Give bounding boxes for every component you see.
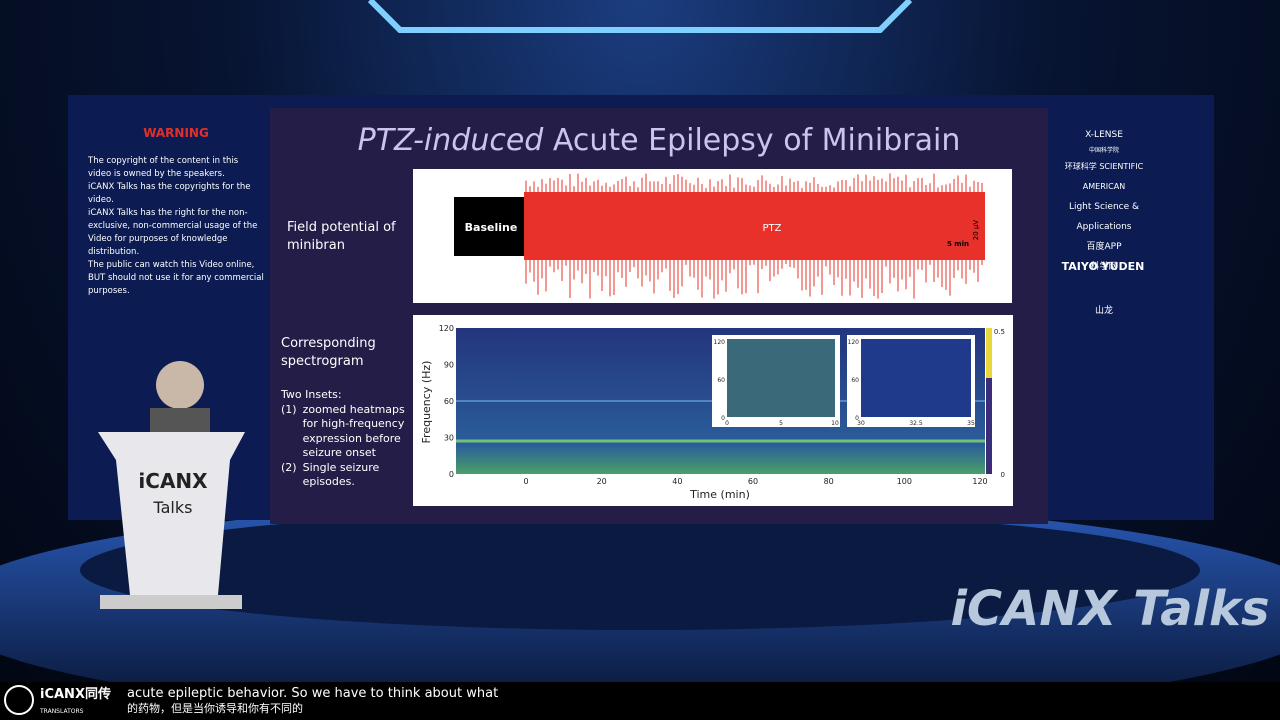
tick-label: 120: [439, 324, 454, 333]
tick-label: 120: [848, 339, 860, 346]
globe-icon: [4, 685, 34, 715]
sponsor: Light Science & Applications: [1068, 202, 1140, 232]
sponsor: 百度APP: [1086, 242, 1122, 252]
sponsor: 山龙: [1094, 306, 1113, 316]
inset-text: Single seizure episodes.: [302, 460, 380, 489]
spike-path: [525, 173, 983, 299]
caption-brand: iCANX同传: [40, 686, 111, 702]
podium-brand: iCANX: [138, 469, 208, 493]
warning-line: iCANX Talks has the copyrights for the v…: [88, 182, 251, 205]
tick-label: 35: [967, 420, 975, 427]
sponsor: X-LENSE: [1085, 130, 1123, 140]
tick-label: 30: [444, 434, 454, 443]
stage-center: [80, 510, 1200, 630]
tick-label: 90: [444, 361, 454, 370]
warning-line: iCANX Talks has the right for the non-ex…: [88, 208, 258, 257]
field-label: Field potential of minibran: [287, 220, 396, 253]
tick-label: 60: [851, 377, 859, 384]
caption-bar: [0, 682, 1280, 720]
y-axis-label: Frequency (Hz): [420, 361, 433, 444]
baseline-label: Baseline: [465, 221, 518, 234]
tick-label: 0: [1001, 471, 1005, 479]
insets-title: Two Insets:: [281, 388, 342, 401]
scale-t: 5 min: [947, 240, 969, 248]
tick-label: 120: [714, 339, 726, 346]
sponsor: 中国科学院: [1088, 147, 1119, 154]
x-axis-label: Time (min): [689, 488, 750, 501]
warning-line: The copyright of the content in this vid…: [88, 156, 239, 179]
podium-base: [100, 595, 242, 609]
sponsor: 环球科学 SCIENTIFIC AMERICAN: [1064, 162, 1144, 191]
tick-label: 60: [444, 397, 454, 406]
tick-label: 10: [831, 420, 839, 427]
tick-label: 100: [897, 477, 912, 486]
spectro-label: Corresponding spectrogram: [281, 336, 376, 369]
inset-1-map: [727, 339, 835, 417]
sponsor: 科学网: [1090, 262, 1118, 272]
tick-label: 5: [779, 420, 783, 427]
tick-label: 0: [449, 470, 454, 479]
scale-v: 20 µV: [972, 220, 980, 241]
inset-item: (2) Single seizure episodes.: [281, 461, 406, 490]
warning-text: The copyright of the content in this vid…: [88, 155, 264, 298]
warning-title: WARNING: [143, 126, 209, 140]
sponsor-list: X-LENSE 中国科学院 环球科学 SCIENTIFIC AMERICAN L…: [1055, 125, 1153, 321]
tick-label: 30: [857, 420, 865, 427]
caption-en: acute epileptic behavior. So we have to …: [127, 686, 498, 701]
tick-label: 60: [717, 377, 725, 384]
tick-label: 60: [748, 477, 758, 486]
tick-label: 40: [672, 477, 682, 486]
podium: [98, 432, 245, 595]
slide-title: PTZ-induced Acute Epilepsy of Minibrain: [358, 123, 961, 158]
inset-item: (1) zoomed heatmaps for high-frequency ex…: [281, 403, 406, 461]
speaker: [156, 361, 204, 409]
podium-sub: Talks: [153, 498, 193, 517]
tick-label: 32.5: [909, 420, 923, 427]
tick-label: 120: [972, 477, 987, 486]
ceiling-light: [367, 0, 913, 33]
inset-num: (1): [281, 402, 297, 416]
baseline-trace: [454, 197, 524, 256]
caption-zh: 的药物，但是当你诱导和你有不同的: [127, 701, 303, 715]
tick-label: 20: [597, 477, 607, 486]
inset-text: zoomed heatmaps for high-frequency expre…: [302, 402, 405, 460]
tick-label: 0: [721, 415, 725, 422]
tick-label: 0: [523, 477, 528, 486]
insets-block: Two Insets: (1) zoomed heatmaps for high-…: [281, 388, 406, 490]
colorbar: [986, 328, 992, 474]
inset-num: (2): [281, 460, 297, 474]
tick-label: 80: [824, 477, 834, 486]
sponsor: TAIYO YUDEN: [1062, 260, 1145, 273]
spikes: [525, 173, 983, 299]
inset-2-map: [861, 339, 971, 417]
warning-line: The public can watch this Video online, …: [88, 260, 264, 296]
tick-label: 0: [855, 415, 859, 422]
caption-brand-sub: TRANSLATORS: [39, 708, 84, 715]
stage-logo: iCANX Talks: [950, 581, 1269, 637]
tick-label: 0.5: [994, 328, 1005, 336]
tick-label: 0: [725, 420, 729, 427]
colorbar-top: [986, 328, 992, 378]
ptz-label: PTZ: [763, 223, 782, 234]
